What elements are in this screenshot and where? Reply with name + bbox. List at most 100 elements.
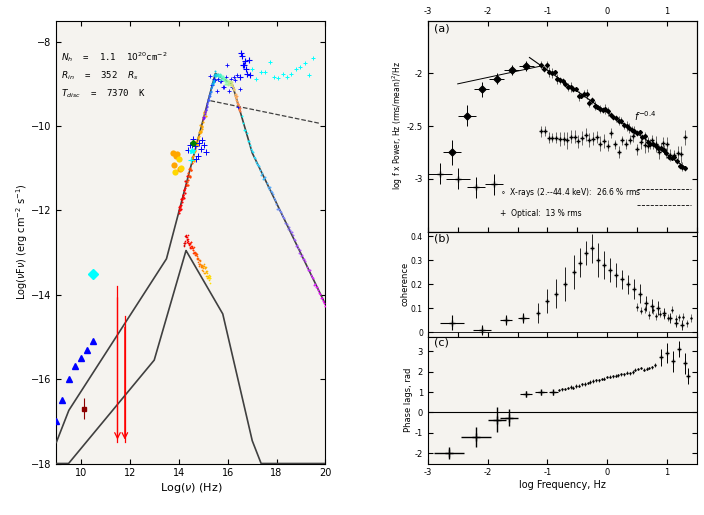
Point <box>266 188 277 197</box>
Point <box>227 82 239 91</box>
Point <box>214 71 225 79</box>
Point <box>279 214 290 222</box>
Point <box>281 220 292 229</box>
Point <box>253 162 265 170</box>
Point <box>197 262 208 270</box>
Point <box>275 207 286 215</box>
Point <box>196 123 208 131</box>
Point <box>187 243 198 251</box>
Point <box>200 108 211 116</box>
Point <box>204 92 215 100</box>
Point <box>179 239 190 247</box>
Point <box>226 81 237 90</box>
Point <box>199 263 210 271</box>
Point <box>190 142 201 150</box>
Point <box>220 75 232 83</box>
Point <box>191 252 203 260</box>
Point <box>186 238 197 247</box>
Point <box>181 178 192 186</box>
Point <box>175 202 186 210</box>
Point <box>198 114 209 122</box>
Point <box>298 255 309 264</box>
Point <box>232 99 244 108</box>
Point <box>294 246 306 254</box>
Point <box>195 260 206 268</box>
Point <box>224 77 235 85</box>
Point <box>194 257 206 265</box>
Point <box>192 141 203 149</box>
Point <box>199 112 210 121</box>
Point <box>191 141 202 149</box>
Point <box>191 139 202 147</box>
Point <box>290 242 301 250</box>
Point <box>190 138 201 146</box>
Point <box>259 174 270 182</box>
Point <box>213 72 224 80</box>
Point <box>194 136 205 144</box>
Point <box>227 84 239 93</box>
Point <box>196 127 207 135</box>
Point <box>319 299 330 307</box>
Point <box>276 208 287 216</box>
Point <box>183 172 194 180</box>
Y-axis label: coherence: coherence <box>401 262 410 306</box>
Point <box>182 235 194 244</box>
Text: $f^{-0.4}$: $f^{-0.4}$ <box>634 109 657 123</box>
Point <box>228 85 239 94</box>
Point <box>223 78 234 86</box>
Point <box>256 171 267 179</box>
Point <box>209 70 220 78</box>
Point <box>178 241 189 249</box>
Point <box>207 80 218 88</box>
Point <box>187 246 199 254</box>
Point <box>283 222 294 231</box>
Point <box>193 134 204 142</box>
Point <box>184 171 196 180</box>
Point <box>239 126 250 134</box>
Point <box>260 173 271 181</box>
Point <box>258 175 269 183</box>
Point <box>296 251 308 260</box>
Point <box>315 290 326 298</box>
Point <box>181 172 192 180</box>
Point <box>193 260 204 268</box>
Point <box>210 70 222 78</box>
Point <box>298 255 310 263</box>
Point <box>272 205 283 214</box>
Point <box>203 274 215 283</box>
Point <box>220 77 232 85</box>
Point <box>213 73 225 81</box>
Point <box>203 97 214 106</box>
Point <box>201 102 213 110</box>
Point <box>195 262 206 270</box>
Point <box>198 115 209 123</box>
Point <box>185 238 196 246</box>
Point <box>198 109 209 117</box>
Point <box>178 191 189 199</box>
Point <box>225 80 237 89</box>
Point <box>305 270 316 279</box>
Point <box>246 146 258 154</box>
Point <box>182 181 194 190</box>
Point <box>225 80 236 89</box>
Point <box>182 236 193 244</box>
Point <box>196 263 208 271</box>
Point <box>263 185 275 194</box>
Point <box>251 160 263 168</box>
Point <box>213 72 225 80</box>
Point <box>230 93 241 101</box>
Point <box>184 238 195 247</box>
Point <box>184 243 196 251</box>
Point <box>227 81 238 90</box>
Y-axis label: log f x Power, Hz (rms/mean)$^2$/Hz: log f x Power, Hz (rms/mean)$^2$/Hz <box>391 62 406 191</box>
Point <box>288 235 299 244</box>
Point <box>220 80 231 88</box>
Point <box>184 239 196 248</box>
Point <box>230 93 241 101</box>
Point <box>184 173 195 181</box>
Point <box>215 73 227 81</box>
Point <box>203 276 215 284</box>
Point <box>255 166 266 175</box>
Point <box>190 250 201 259</box>
Point <box>201 267 213 275</box>
